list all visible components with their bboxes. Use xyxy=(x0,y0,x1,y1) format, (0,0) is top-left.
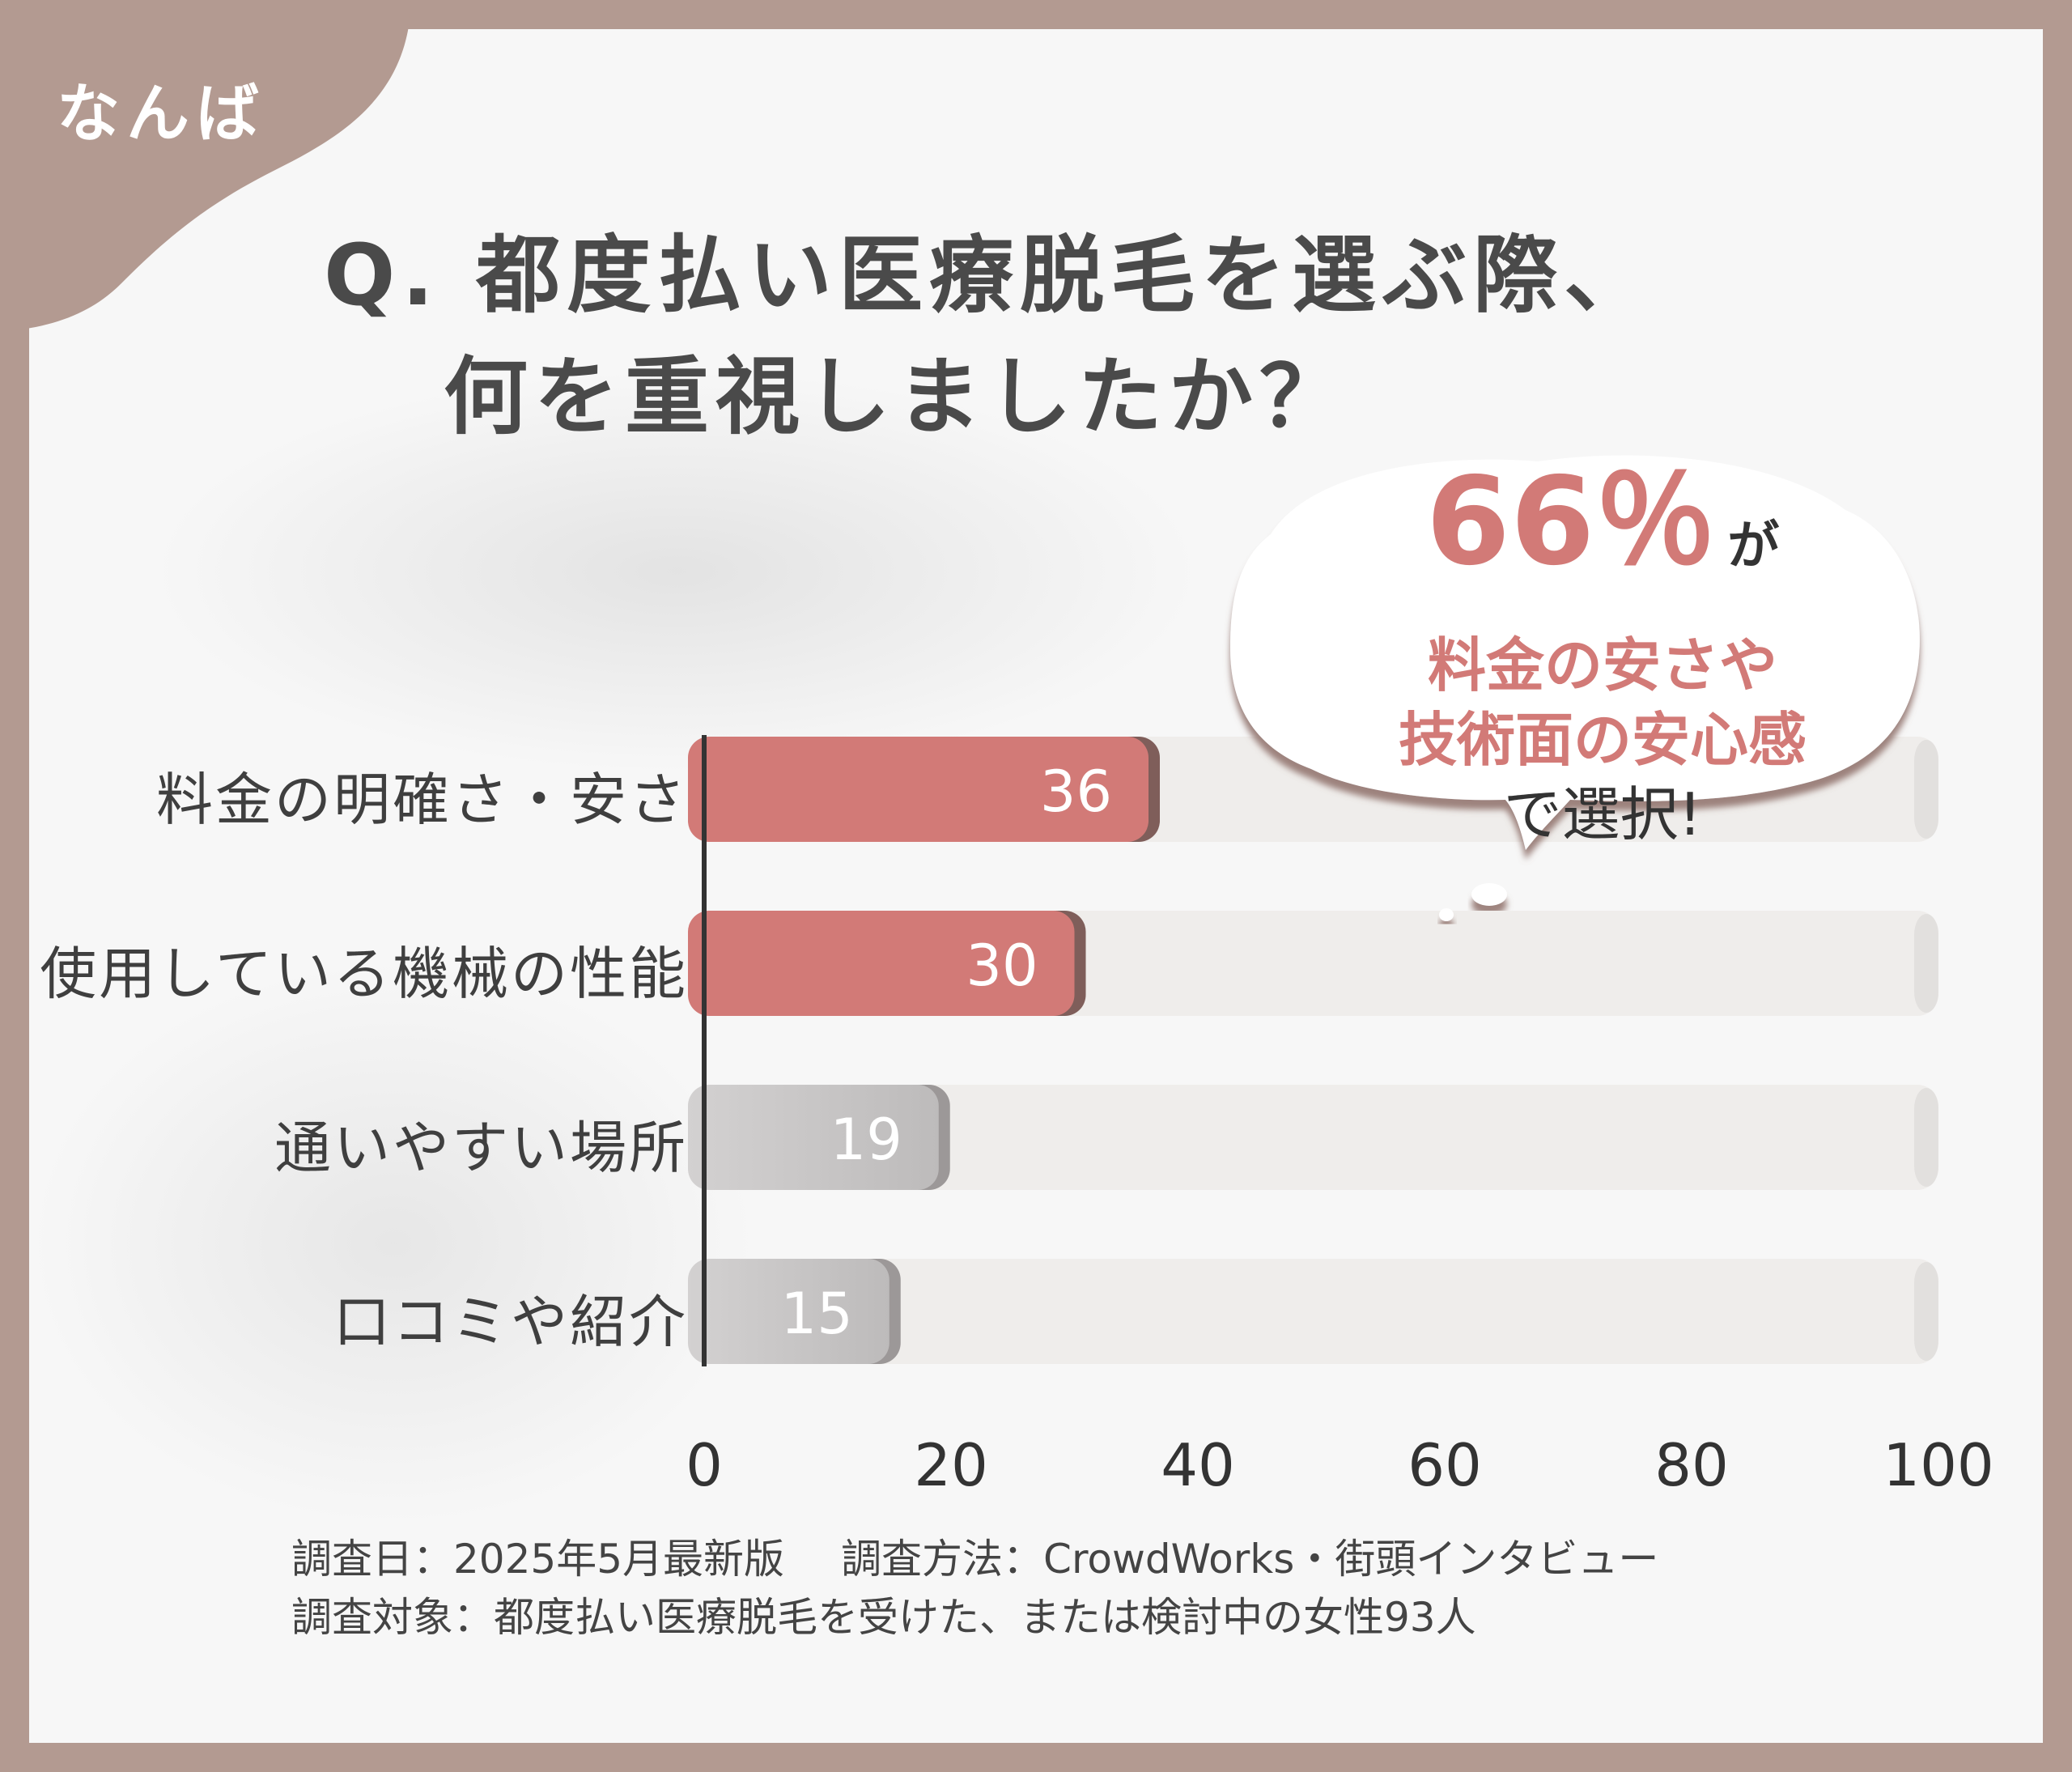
background-shadow xyxy=(29,960,758,1527)
bar-track-edge xyxy=(1914,740,1938,839)
category-label: 通いやすい場所 xyxy=(274,1115,688,1181)
survey-target: 調査対象：都度払い医療脱毛を受けた、または検討中の女性93人 xyxy=(291,1594,1476,1641)
category-label: 使用している機械の性能 xyxy=(40,941,688,1007)
callout-line-3: 技術面の安心感 xyxy=(1398,706,1807,774)
bar-track-edge xyxy=(1914,914,1938,1013)
bar xyxy=(688,737,1149,842)
x-tick-label: 60 xyxy=(1408,1431,1482,1499)
x-tick-label: 40 xyxy=(1161,1431,1235,1499)
x-tick-label: 0 xyxy=(686,1431,723,1499)
corner-tab-shape xyxy=(0,0,411,332)
bar-track-edge xyxy=(1914,1088,1938,1187)
bar-value-label: 15 xyxy=(781,1281,853,1347)
bar-track-edge xyxy=(1914,1262,1938,1361)
callout-line-4: で選択! xyxy=(1503,780,1702,848)
category-label: 口コミや紹介 xyxy=(333,1289,688,1355)
callout-line-2: 料金の安さや xyxy=(1427,631,1777,699)
bar xyxy=(688,1259,890,1364)
title-line-2: 何を重視しましたか？ xyxy=(444,347,1351,446)
background-shadow xyxy=(151,369,1203,774)
question-title: Q. 都度払い医療脱毛を選ぶ際、 何を重視しましたか？ xyxy=(324,215,1654,457)
infographic-card xyxy=(29,29,2043,1743)
bar xyxy=(688,1085,939,1190)
callout-text: 66％が 料金の安さや 技術面の安心感 で選択! xyxy=(1327,453,1878,852)
x-tick-label: 100 xyxy=(1883,1431,1993,1499)
area-label: なんば xyxy=(57,78,266,151)
bar-value-label: 19 xyxy=(830,1107,902,1173)
callout-bubble xyxy=(1230,455,1920,921)
bar-value-label: 30 xyxy=(966,933,1038,999)
bar-value-label: 36 xyxy=(1040,759,1112,825)
title-line-1: Q. 都度払い医療脱毛を選ぶ際、 xyxy=(324,226,1655,325)
survey-date: 調査日：2025年5月最新版 xyxy=(291,1536,785,1583)
bar-track xyxy=(704,1259,1938,1364)
bar-track xyxy=(704,1085,1938,1190)
survey-method: 調査方法：CrowdWorks・街頭インタビュー xyxy=(841,1536,1659,1583)
category-label: 料金の明確さ・安さ xyxy=(156,767,688,833)
callout-suffix: が xyxy=(1727,516,1780,576)
bar xyxy=(688,911,1075,1016)
x-tick-label: 80 xyxy=(1654,1431,1729,1499)
survey-footer: 調査日：2025年5月最新版 調査方法：CrowdWorks・街頭インタビュー 調… xyxy=(291,1530,1658,1647)
x-tick-label: 20 xyxy=(914,1431,988,1499)
callout-percent: 66％ xyxy=(1425,452,1717,593)
